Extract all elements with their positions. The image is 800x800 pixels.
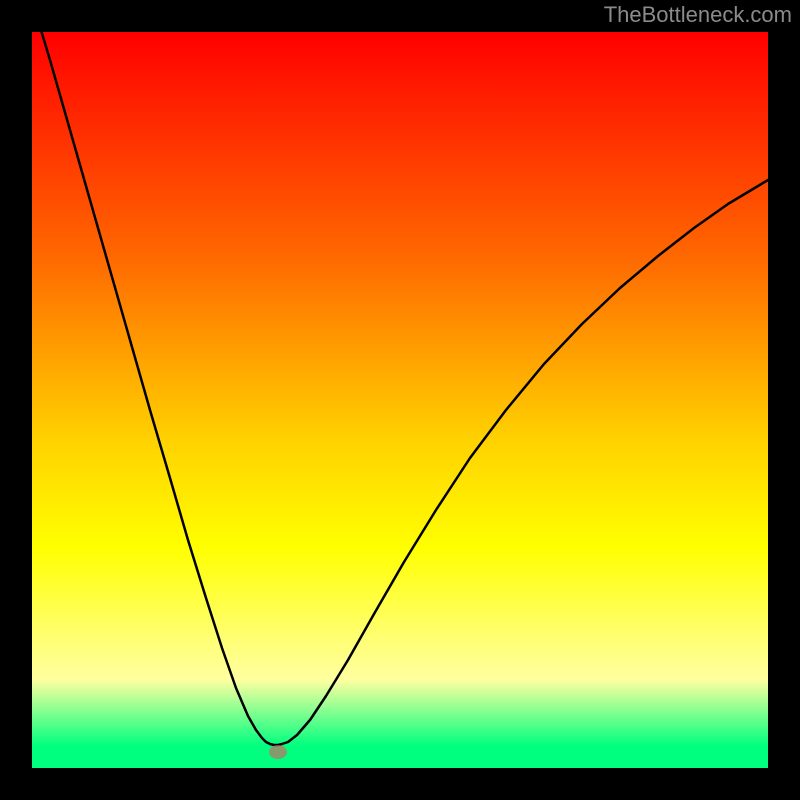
chart-container: TheBottleneck.com [0, 0, 800, 800]
watermark-text: TheBottleneck.com [604, 2, 792, 28]
bottleneck-curve [32, 0, 768, 745]
minimum-marker [269, 745, 287, 759]
curve-svg [0, 0, 800, 800]
